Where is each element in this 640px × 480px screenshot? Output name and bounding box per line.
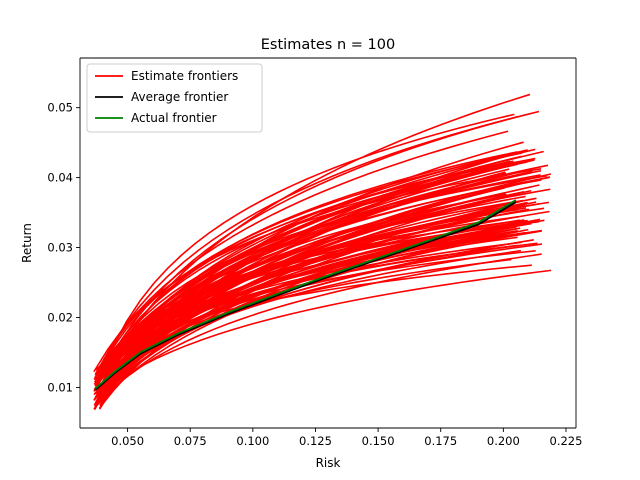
estimate-frontier-line	[99, 249, 522, 392]
x-tick-label: 0.225	[550, 434, 583, 448]
x-tick-label: 0.175	[424, 434, 457, 448]
legend-label: Average frontier	[131, 90, 228, 104]
legend-label: Estimate frontiers	[131, 69, 238, 83]
legend-box	[86, 63, 263, 133]
y-tick-label: 0.05	[47, 101, 73, 115]
estimate-frontier-line	[98, 230, 519, 409]
x-tick-label: 0.150	[362, 434, 395, 448]
legend-label: Actual frontier	[131, 111, 217, 125]
estimate-frontier-line	[99, 151, 518, 388]
estimate-frontier-line	[98, 168, 542, 371]
estimate-frontier-line	[95, 269, 552, 397]
actual-frontier-line	[94, 199, 517, 390]
x-axis-ticks: 0.050 0.075 0.100 0.125 0.150 0.175 0.200 0.225	[111, 428, 582, 448]
y-axis-label: Return	[20, 223, 34, 263]
x-tick-label: 0.125	[299, 434, 332, 448]
estimate-frontier-line	[98, 173, 552, 403]
axes-frame	[79, 57, 577, 429]
y-tick-label: 0.03	[47, 241, 73, 255]
x-tick-label: 0.100	[236, 434, 269, 448]
x-tick-label: 0.075	[174, 434, 207, 448]
estimate-frontier-line	[95, 197, 537, 384]
chart-title: Estimates n = 100	[261, 37, 395, 53]
estimate-frontier-line	[99, 149, 528, 391]
estimate-frontier-line	[94, 219, 525, 376]
x-tick-label: 0.200	[487, 434, 520, 448]
estimate-frontier-line	[98, 189, 532, 410]
estimate-frontier-line	[98, 175, 547, 381]
x-tick-label: 0.050	[111, 434, 144, 448]
estimate-frontier-line	[93, 130, 509, 373]
legend: Estimate frontiers Average frontier Actual…	[86, 63, 263, 133]
estimate-frontier-line	[97, 113, 515, 386]
estimate-frontier-line	[98, 219, 528, 390]
y-axis-ticks: 0.01 0.02 0.03 0.04 0.05	[47, 101, 80, 394]
estimate-frontier-line	[99, 245, 511, 401]
average-frontier-line	[94, 201, 517, 391]
y-tick-label: 0.04	[47, 171, 73, 185]
estimate-frontier-lines	[93, 93, 552, 411]
estimate-frontier-line	[93, 191, 506, 401]
estimate-frontier-line	[100, 234, 506, 399]
main-frontier-lines	[94, 199, 517, 391]
x-axis-label: Risk	[316, 456, 341, 470]
y-tick-label: 0.02	[47, 310, 73, 324]
y-tick-label: 0.01	[47, 380, 73, 394]
